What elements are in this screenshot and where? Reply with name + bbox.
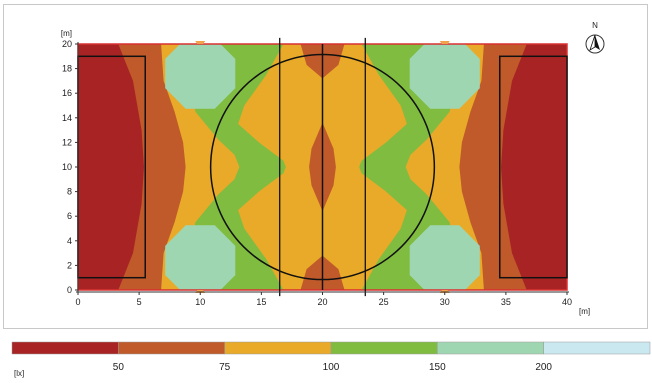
y-tick-label: 4 [67,236,72,246]
bright-spot-top-left [165,44,236,109]
y-tick-label: 14 [62,113,72,123]
legend-swatch-3 [224,341,332,355]
x-tick-label: 5 [137,297,142,307]
x-tick-label: 10 [195,297,205,307]
x-tick-label: 40 [562,297,572,307]
north-arrow-icon: N [585,21,605,54]
north-arrow-right [595,35,600,50]
y-tick-label: 0 [67,285,72,295]
x-tick-label: 20 [317,297,327,307]
bright-spot-bottom-left [165,225,236,290]
y-tick-label: 20 [62,39,72,49]
x-unit-label: [m] [579,307,590,316]
legend-swatch-5 [437,341,544,355]
legend-swatch-4 [330,341,438,355]
bright-spot-bottom-right [409,225,480,290]
x-tick-label: 35 [501,297,511,307]
y-tick-label: 16 [62,88,72,98]
y-tick-label: 2 [67,260,72,270]
center-circle [209,53,436,281]
legend-label: 50 [113,362,125,373]
legend-label: 150 [429,362,446,373]
y-tick-label: 18 [62,64,72,74]
legend-label: 200 [535,362,552,373]
north-label: N [592,21,598,30]
y-tick-label: 6 [67,211,72,221]
y-tick-label: 10 [62,162,72,172]
legend: 50 75 100 150 200 [lx] [11,341,651,378]
legend-unit-label: [lx] [14,369,24,378]
axes: 0 2 4 6 8 10 12 14 16 18 20 0 5 10 15 20 25 30 35 40 [m] [m] [61,29,590,316]
plot-frame [3,4,648,329]
x-tick-label: 30 [440,297,450,307]
goal-box-2 [499,55,568,279]
bright-spot-top-right [409,44,480,109]
luminaire-top-icon-2 [439,41,450,44]
y-tick-label: 8 [67,187,72,197]
luminaire-top-icon-1 [195,41,206,44]
legend-label: 100 [323,362,340,373]
field-lines [77,37,568,297]
x-tick-label: 15 [256,297,266,307]
x-tick-label: 0 [75,297,80,307]
legend-label: 75 [219,362,231,373]
y-unit-label: [m] [61,29,72,38]
legend-swatch-6 [543,341,651,355]
x-tick-label: 25 [379,297,389,307]
legend-swatch-2 [118,341,225,355]
y-tick-label: 12 [62,137,72,147]
legend-swatch-1 [11,341,119,355]
